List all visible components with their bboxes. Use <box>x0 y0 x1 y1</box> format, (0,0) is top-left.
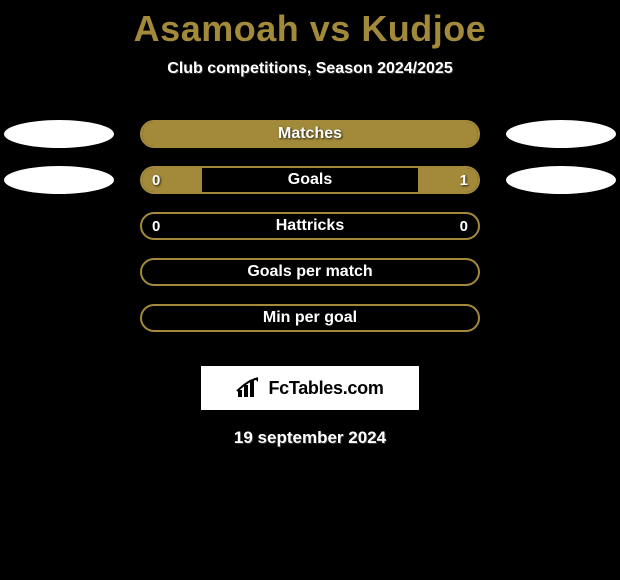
player1-fill <box>142 168 202 192</box>
competition-subtitle: Club competitions, Season 2024/2025 <box>0 60 620 78</box>
player1-ellipse <box>4 120 114 148</box>
player1-fill <box>142 122 478 146</box>
stat-row: Goals per match <box>0 258 620 304</box>
player1-ellipse <box>4 166 114 194</box>
player2-value: 0 <box>460 214 468 238</box>
player2-name: Kudjoe <box>361 8 486 49</box>
stats-container: Matches 01Goals 0 0Hattricks Goals per match… <box>0 120 620 350</box>
player1-value: 0 <box>152 214 160 238</box>
stat-bar: 01Goals <box>140 166 480 194</box>
snapshot-date: 19 september 2024 <box>0 428 620 448</box>
stat-row: 01Goals <box>0 166 620 212</box>
stat-bar: Goals per match <box>140 258 480 286</box>
stat-row: Min per goal <box>0 304 620 350</box>
stat-label: Hattricks <box>142 214 478 238</box>
brand-badge: FcTables.com <box>201 366 419 410</box>
stat-bar: Matches <box>140 120 480 148</box>
stat-row: Matches <box>0 120 620 166</box>
stat-label: Min per goal <box>142 306 478 330</box>
stat-bar: Min per goal <box>140 304 480 332</box>
brand-name: FcTables.com <box>268 378 383 399</box>
stat-row: 0 0Hattricks <box>0 212 620 258</box>
stat-bar: 0 0Hattricks <box>140 212 480 240</box>
bar-chart-icon <box>236 377 262 399</box>
player1-name: Asamoah <box>134 8 300 49</box>
stat-label: Goals per match <box>142 260 478 284</box>
player2-ellipse <box>506 166 616 194</box>
player2-fill <box>418 168 478 192</box>
comparison-title: Asamoah vs Kudjoe <box>0 0 620 50</box>
vs-text: vs <box>310 8 351 49</box>
player2-ellipse <box>506 120 616 148</box>
